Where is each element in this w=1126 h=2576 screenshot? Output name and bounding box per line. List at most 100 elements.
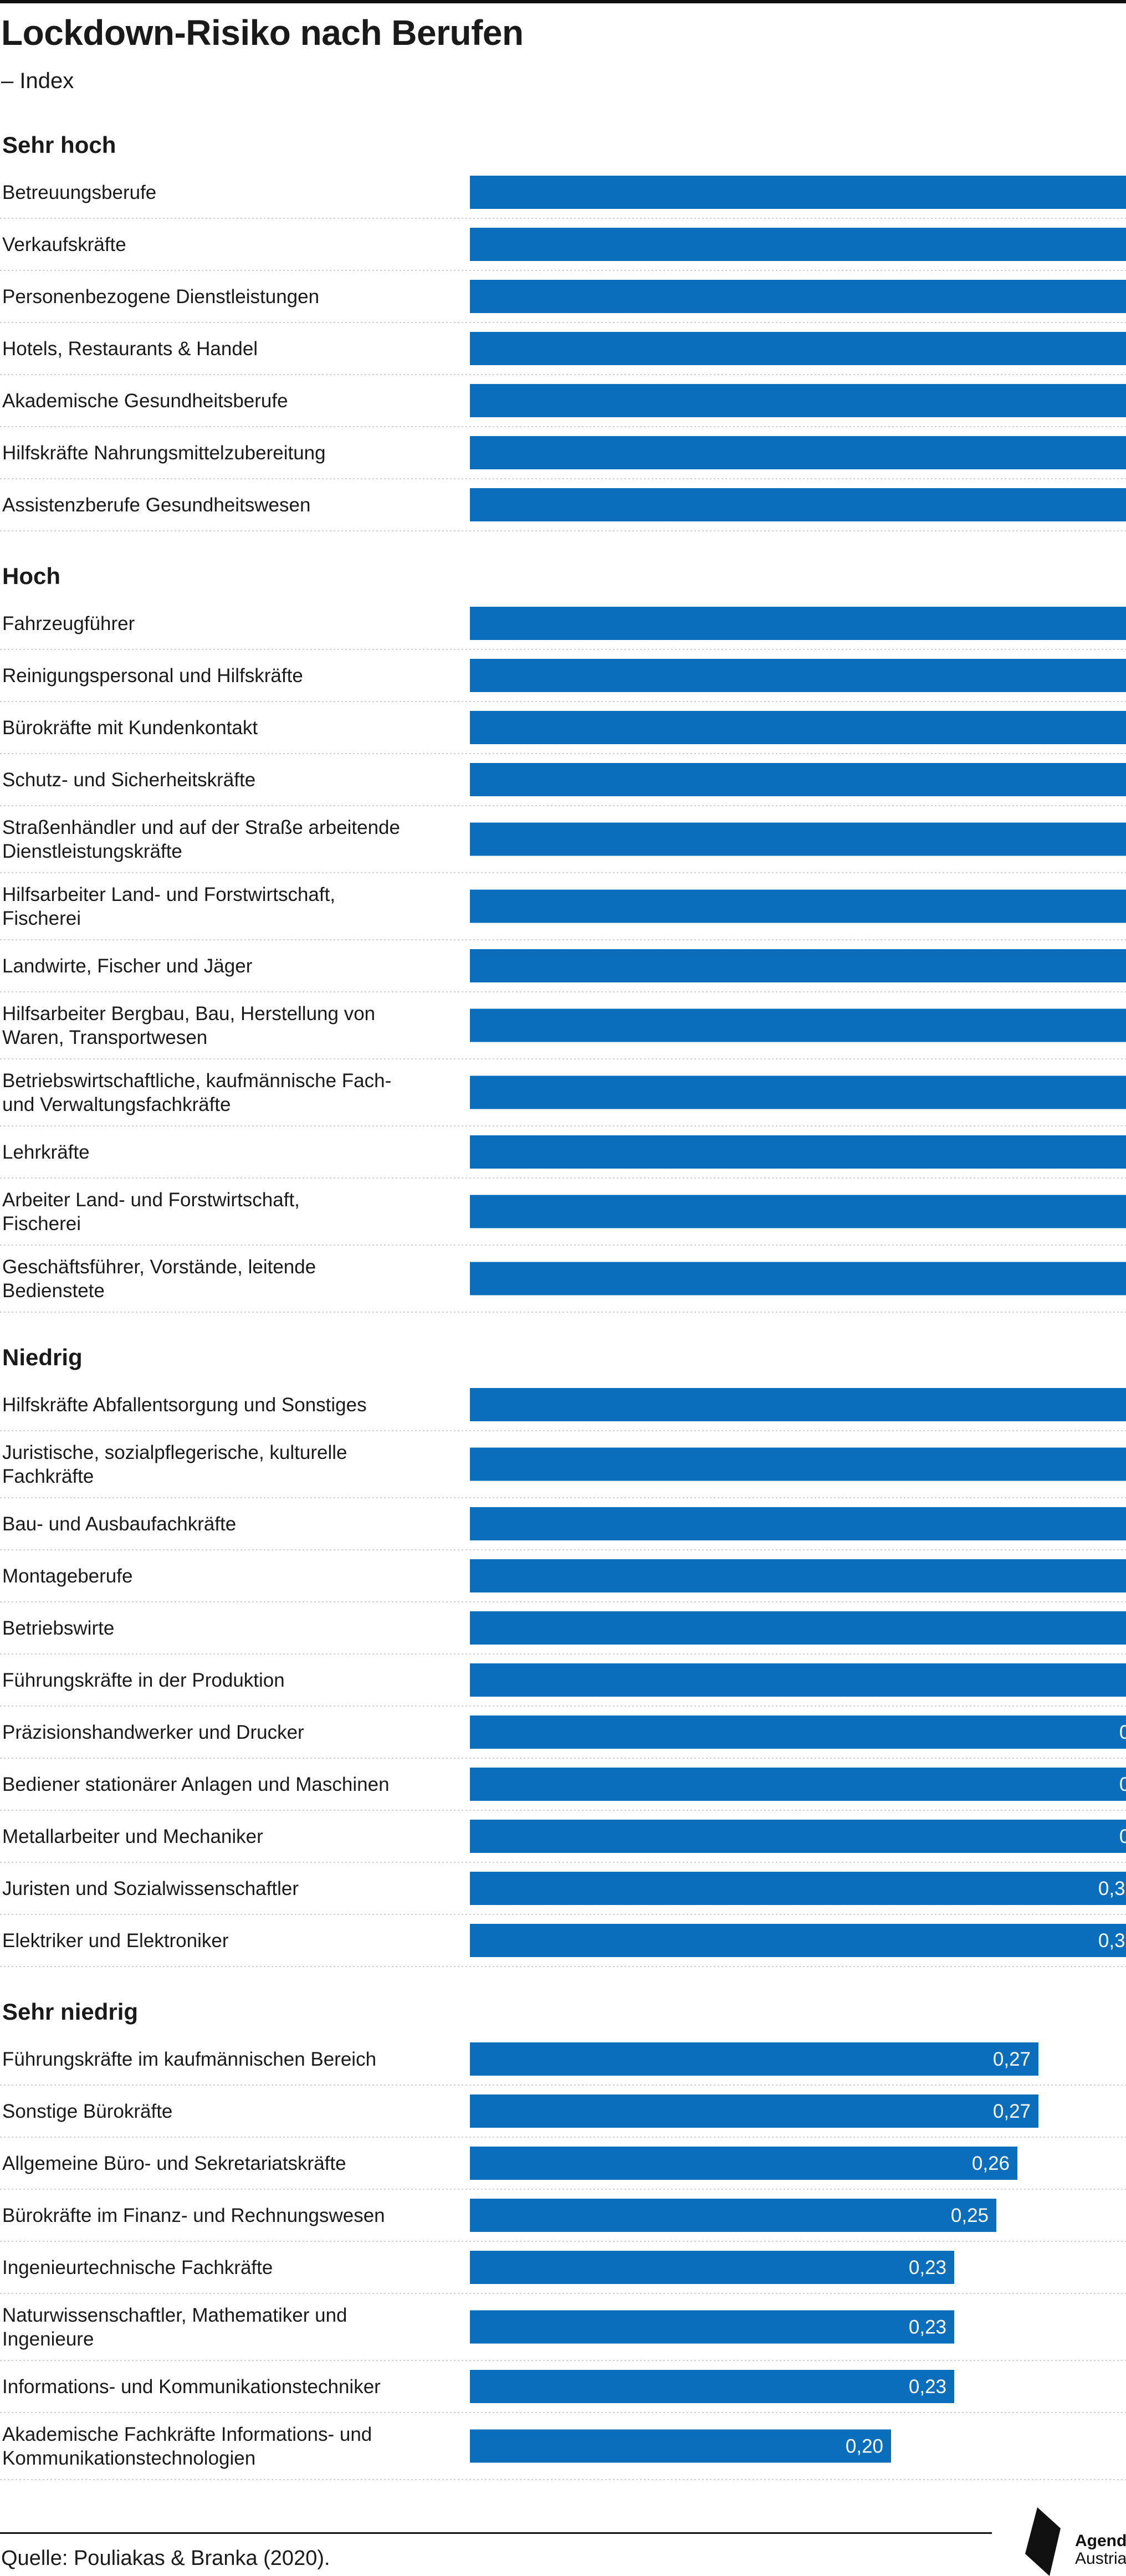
bar	[470, 1262, 1126, 1295]
row-label: Reinigungspersonal und Hilfskräfte	[2, 665, 303, 687]
row-label: Personenbezogene Dienstleistungen	[2, 286, 319, 308]
row-label: Metallarbeiter und Mechaniker	[2, 1826, 263, 1847]
value-label: 0,25	[951, 2205, 989, 2226]
agenda-austria-logo: Agenda Austria	[1025, 2507, 1126, 2576]
row-label: Juristen und Sozialwissenschaftler	[2, 1878, 299, 1899]
bar	[470, 1008, 1126, 1042]
logo-mark-icon	[1025, 2507, 1061, 2576]
bar	[470, 607, 1126, 640]
logo-text-agenda: Agenda	[1075, 2532, 1126, 2550]
row-label: Hilfskräfte Nahrungsmittelzubereitung	[2, 442, 326, 464]
bar	[470, 332, 1126, 365]
bar	[470, 1076, 1126, 1109]
bar	[470, 1388, 1126, 1421]
bar	[470, 436, 1126, 469]
value-label: 0,33	[1119, 1826, 1126, 1847]
bar	[470, 1768, 1126, 1801]
row-label: Montageberufe	[2, 1565, 132, 1587]
bar	[470, 1715, 1126, 1749]
row-label: Arbeiter Land- und Forstwirtschaft, Fisch…	[2, 1189, 300, 1235]
row-label: Bediener stationärer Anlagen und Maschin…	[2, 1774, 390, 1795]
value-label: 0,32	[1098, 1878, 1126, 1899]
footer-rule	[0, 2532, 992, 2534]
bar	[470, 949, 1126, 982]
row-label: Betreuungsberufe	[2, 182, 156, 203]
row-label: Akademische Gesundheitsberufe	[2, 390, 288, 412]
bar	[470, 228, 1126, 261]
bar	[470, 711, 1126, 744]
value-label: 0,26	[972, 2153, 1010, 2174]
bar	[470, 2370, 954, 2403]
value-label: 0,27	[993, 2101, 1031, 2122]
row-label: Schutz- und Sicherheitskräfte	[2, 769, 255, 791]
bar	[470, 2310, 954, 2344]
row-label: Juristische, sozialpflegerische, kulture…	[2, 1442, 347, 1487]
value-label: 0,20	[846, 2436, 883, 2457]
row-label: Hilfskräfte Abfallentsorgung und Sonstig…	[2, 1394, 367, 1416]
row-label: Landwirte, Fischer und Jäger	[2, 955, 253, 977]
row-label: Elektriker und Elektroniker	[2, 1930, 229, 1952]
row-label: Hilfsarbeiter Bergbau, Bau, Herstellung …	[2, 1003, 375, 1048]
bar	[470, 1135, 1126, 1169]
row-label: Führungskräfte im kaufmännischen Bereich	[2, 2048, 376, 2070]
row-label: Sonstige Bürokräfte	[2, 2101, 172, 2122]
value-label: 0,23	[909, 2376, 946, 2398]
row-label: Straßenhändler und auf der Straße arbeit…	[2, 817, 400, 862]
bar	[470, 2094, 1038, 2128]
row-label: Lehrkräfte	[2, 1141, 90, 1163]
bar	[470, 280, 1126, 313]
row-label: Geschäftsführer, Vorstände, leitende Bedi…	[2, 1256, 316, 1302]
row-label: Betriebswirte	[2, 1617, 114, 1639]
bar	[470, 1507, 1126, 1540]
source-note: Quelle: Pouliakas & Branka (2020).	[1, 2547, 330, 2570]
bar	[470, 2042, 1038, 2076]
row-label: Betriebswirtschaftliche, kaufmännische F…	[2, 1070, 391, 1115]
row-label: Allgemeine Büro- und Sekretariatskräfte	[2, 2153, 346, 2174]
bar	[470, 1447, 1126, 1481]
bar	[470, 1663, 1126, 1697]
bar	[470, 176, 1126, 209]
row-label: Bau- und Ausbaufachkräfte	[2, 1513, 236, 1535]
logo-text-austria: Austria	[1075, 2549, 1126, 2568]
bar	[470, 889, 1126, 923]
chart-subtitle: – Index	[1, 69, 74, 93]
bar	[470, 763, 1126, 796]
row-label: Hilfsarbeiter Land- und Forstwirtschaft,…	[2, 884, 335, 929]
row-label: Informations- und Kommunikationstechnike…	[2, 2376, 381, 2398]
bar	[470, 2251, 954, 2284]
row-label: Hotels, Restaurants & Handel	[2, 338, 258, 360]
group-heading: Hoch	[2, 563, 60, 589]
chart-title: Lockdown-Risiko nach Berufen	[1, 13, 524, 53]
group-heading: Sehr hoch	[2, 132, 116, 158]
bar	[470, 2429, 891, 2463]
row-label: Naturwissenschaftler, Mathematiker und In…	[2, 2304, 347, 2350]
bar	[470, 488, 1126, 521]
bar	[470, 2199, 996, 2232]
value-label: 0,32	[1098, 1930, 1126, 1952]
value-label: 0,33	[1119, 1774, 1126, 1795]
row-label: Fahrzeugführer	[2, 613, 135, 634]
bar	[470, 1872, 1126, 1905]
value-label: 0,23	[909, 2257, 946, 2278]
bar	[470, 1820, 1126, 1853]
top-rule	[0, 0, 1126, 3]
bar	[470, 1559, 1126, 1592]
row-label: Präzisionshandwerker und Drucker	[2, 1722, 304, 1743]
row-label: Assistenzberufe Gesundheitswesen	[2, 494, 310, 516]
row-label: Bürokräfte im Finanz- und Rechnungswesen	[2, 2205, 385, 2226]
value-label: 0,23	[909, 2317, 946, 2338]
row-label: Akademische Fachkräfte Informations- und…	[2, 2424, 372, 2469]
bar	[470, 1924, 1126, 1957]
row-label: Verkaufskräfte	[2, 234, 126, 255]
bar	[470, 2147, 1017, 2180]
row-label: Bürokräfte mit Kundenkontakt	[2, 717, 258, 739]
group-heading: Sehr niedrig	[2, 1999, 138, 2025]
row-label: Führungskräfte in der Produktion	[2, 1669, 285, 1691]
value-label: 0,33	[1119, 1722, 1126, 1743]
bar	[470, 822, 1126, 856]
bar	[470, 1195, 1126, 1228]
group-heading: Niedrig	[2, 1344, 83, 1370]
bar	[470, 384, 1126, 417]
value-label: 0,27	[993, 2048, 1031, 2070]
